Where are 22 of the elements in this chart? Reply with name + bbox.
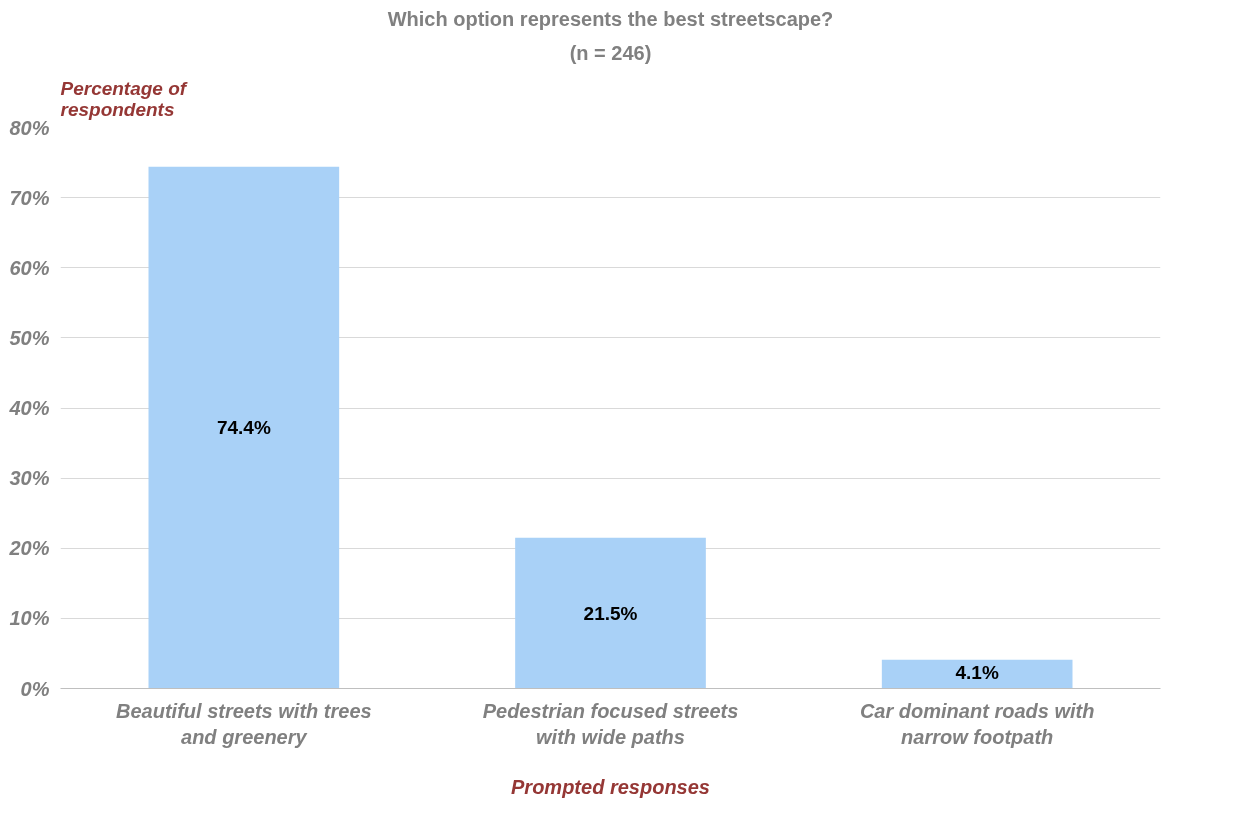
bar [148,166,340,689]
x-axis-title: Prompted responses [511,775,710,798]
y-tick-label: 40% [8,397,50,419]
x-tick-label: Pedestrian focused streets with wide paths [482,699,739,748]
bar [515,537,706,689]
data-label: 21.5% [583,602,638,624]
y-tick-label: 50% [9,326,50,349]
chart-title: Which option represents the best streetscape? [387,7,834,30]
y-tick-label: 70% [9,186,50,209]
y-tick-label: 80% [9,116,50,139]
y-tick-label: 60% [9,256,50,279]
chart-subtitle: (n = 246) [569,41,652,64]
y-axis-title: Percentage of respondents [60,78,188,120]
data-label: 74.4% [216,417,271,439]
x-tick-label: Car dominant roads with narrow footpath [859,699,1095,748]
bar [881,659,1073,689]
y-tick-label: 20% [8,537,50,560]
x-tick-label: Beautiful streets with trees and greenery [116,699,372,748]
data-label: 4.1% [955,662,999,684]
y-tick-label: 10% [9,607,50,630]
y-tick-label: 30% [9,467,50,490]
y-tick-label: 0% [20,677,50,700]
